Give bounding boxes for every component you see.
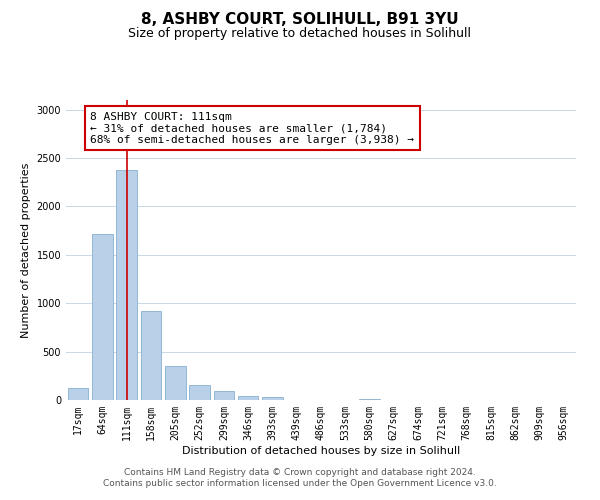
Text: 8, ASHBY COURT, SOLIHULL, B91 3YU: 8, ASHBY COURT, SOLIHULL, B91 3YU <box>141 12 459 28</box>
Y-axis label: Number of detached properties: Number of detached properties <box>21 162 31 338</box>
Bar <box>116 170 137 400</box>
Text: Size of property relative to detached houses in Solihull: Size of property relative to detached ho… <box>128 28 472 40</box>
Bar <box>140 311 161 400</box>
Text: 8 ASHBY COURT: 111sqm
← 31% of detached houses are smaller (1,784)
68% of semi-d: 8 ASHBY COURT: 111sqm ← 31% of detached … <box>90 112 414 145</box>
Bar <box>92 234 113 400</box>
Bar <box>214 392 234 400</box>
Bar <box>68 388 88 400</box>
Text: Contains HM Land Registry data © Crown copyright and database right 2024.
Contai: Contains HM Land Registry data © Crown c… <box>103 468 497 487</box>
Bar <box>189 384 210 400</box>
Bar <box>262 397 283 400</box>
Bar <box>359 398 380 400</box>
Bar <box>165 366 185 400</box>
X-axis label: Distribution of detached houses by size in Solihull: Distribution of detached houses by size … <box>182 446 460 456</box>
Bar <box>238 396 259 400</box>
